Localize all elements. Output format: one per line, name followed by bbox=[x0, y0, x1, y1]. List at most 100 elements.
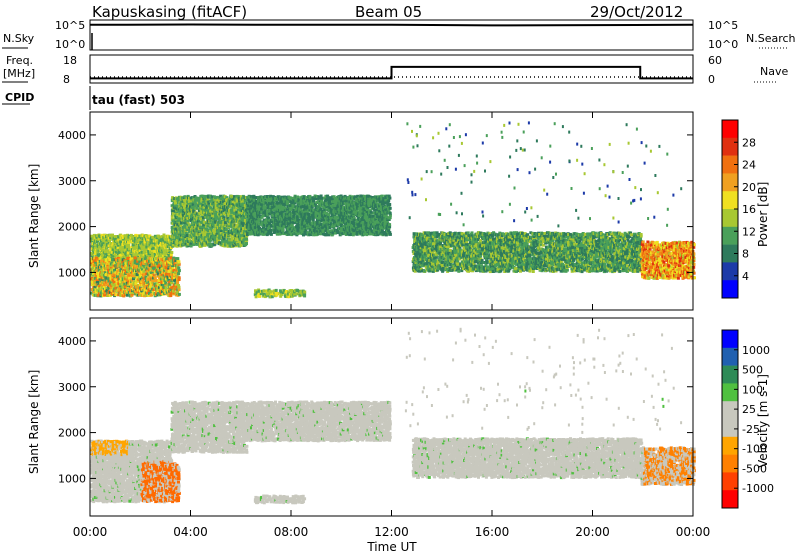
heatmap-cell bbox=[130, 255, 134, 259]
heatmap-cell bbox=[149, 282, 153, 286]
heatmap-cell bbox=[96, 259, 100, 263]
heatmap-cell bbox=[115, 258, 119, 262]
heatmap-cell bbox=[171, 225, 175, 229]
heatmap-cell bbox=[330, 222, 333, 226]
heatmap-cell bbox=[208, 199, 212, 203]
heatmap-cell bbox=[270, 210, 274, 214]
heatmap-cell bbox=[162, 248, 166, 252]
heatmap-cell bbox=[216, 214, 220, 218]
heatmap-cell bbox=[277, 222, 281, 226]
heatmap-cell bbox=[182, 209, 185, 213]
heatmap-cell bbox=[280, 199, 284, 203]
heatmap-cell bbox=[232, 197, 236, 201]
heatmap-cell bbox=[169, 291, 173, 295]
heatmap-cell bbox=[154, 256, 158, 260]
heatmap-cell bbox=[239, 195, 243, 199]
heatmap-cell bbox=[289, 200, 293, 203]
heatmap-cell bbox=[292, 221, 296, 225]
heatmap-cell bbox=[288, 230, 292, 234]
heatmap-cell bbox=[304, 209, 308, 213]
heatmap-cell bbox=[179, 241, 183, 245]
n-sky-series-line bbox=[90, 23, 694, 27]
heatmap-cell bbox=[253, 203, 257, 207]
heatmap-cell bbox=[220, 210, 224, 214]
nave-right-label: Nave bbox=[760, 65, 788, 78]
heatmap-cell bbox=[177, 235, 181, 239]
heatmap-cell bbox=[233, 203, 237, 207]
heatmap-cell bbox=[164, 252, 168, 256]
heatmap-cell bbox=[281, 220, 285, 224]
heatmap-cell bbox=[191, 238, 195, 242]
heatmap-cell bbox=[176, 199, 180, 202]
heatmap-cell bbox=[98, 257, 102, 261]
heatmap-cell bbox=[315, 195, 319, 198]
heatmap-cell bbox=[306, 197, 309, 201]
heatmap-cell bbox=[126, 286, 130, 290]
heatmap-cell bbox=[110, 266, 114, 270]
heatmap-cell bbox=[314, 212, 318, 216]
heatmap-cell bbox=[147, 289, 151, 293]
heatmap-cell bbox=[99, 291, 103, 295]
heatmap-cell bbox=[258, 205, 262, 209]
heatmap-cell bbox=[119, 240, 123, 244]
heatmap-cell bbox=[117, 242, 121, 245]
heatmap-cell bbox=[301, 220, 305, 224]
heatmap-cell bbox=[184, 242, 188, 246]
heatmap-cell bbox=[168, 269, 172, 273]
heatmap-cell bbox=[92, 266, 95, 270]
heatmap-cell bbox=[133, 256, 137, 260]
heatmap-cell bbox=[146, 237, 150, 241]
heatmap-cell bbox=[197, 242, 200, 246]
heatmap-cell bbox=[226, 240, 230, 244]
heatmap-cell bbox=[213, 238, 217, 242]
heatmap-cell bbox=[142, 261, 146, 265]
heatmap-cell bbox=[148, 243, 152, 247]
heatmap-cell bbox=[184, 201, 188, 205]
heatmap-cell bbox=[170, 251, 174, 254]
heatmap-cell bbox=[150, 293, 154, 297]
heatmap-cell bbox=[310, 214, 314, 218]
heatmap-cell bbox=[133, 238, 137, 242]
heatmap-cell bbox=[98, 263, 102, 267]
heatmap-cell bbox=[190, 230, 194, 234]
heatmap-cell bbox=[185, 244, 189, 248]
noise-left-tick-top: 10^5 bbox=[55, 19, 85, 32]
heatmap-cell bbox=[311, 228, 315, 232]
heatmap-cell bbox=[125, 293, 129, 297]
heatmap-cell bbox=[104, 266, 108, 270]
heatmap-cell bbox=[172, 289, 176, 293]
heatmap-cell bbox=[204, 222, 208, 226]
heatmap-cell bbox=[260, 210, 264, 214]
heatmap-cell bbox=[298, 226, 302, 229]
heatmap-cell bbox=[324, 216, 328, 220]
heatmap-cell bbox=[318, 220, 322, 224]
heatmap-cell bbox=[281, 197, 285, 201]
heatmap-cell bbox=[175, 266, 178, 270]
heatmap-cell bbox=[236, 213, 240, 217]
heatmap-cell bbox=[316, 200, 320, 204]
heatmap-cell bbox=[323, 218, 327, 222]
noise-right-label: N.Search bbox=[746, 32, 796, 45]
heatmap-cell bbox=[312, 204, 316, 207]
heatmap-cell bbox=[100, 270, 104, 274]
heatmap-cell bbox=[193, 204, 197, 208]
heatmap-cell bbox=[206, 224, 210, 228]
heatmap-cell bbox=[227, 200, 231, 204]
heatmap-cell bbox=[251, 214, 255, 218]
heatmap-cell bbox=[156, 240, 160, 244]
heatmap-cell bbox=[177, 292, 181, 296]
heatmap-cell bbox=[327, 230, 331, 234]
heatmap-cell bbox=[330, 205, 334, 209]
heatmap-cell bbox=[202, 223, 206, 227]
heatmap-cell bbox=[300, 198, 303, 202]
heatmap-cell bbox=[216, 237, 220, 241]
heatmap-cell bbox=[189, 241, 193, 245]
heatmap-cell bbox=[125, 235, 129, 239]
heatmap-cell bbox=[270, 211, 274, 215]
heatmap-cell bbox=[290, 207, 294, 211]
heatmap-cell bbox=[232, 244, 236, 248]
heatmap-cell bbox=[214, 223, 218, 227]
heatmap-cell bbox=[323, 208, 327, 212]
power-heatmap-cells bbox=[90, 121, 696, 299]
heatmap-cell bbox=[266, 212, 270, 216]
